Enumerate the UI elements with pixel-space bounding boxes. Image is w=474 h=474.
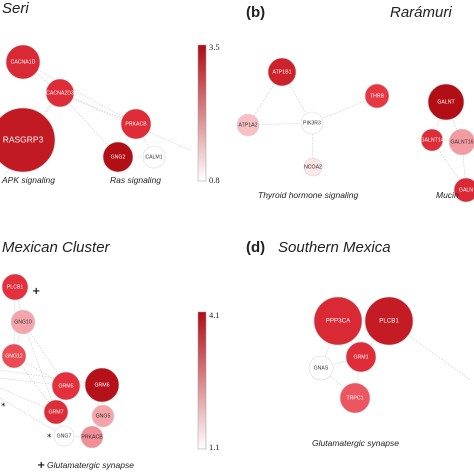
panel-b-node-label-atp1a2: ATP1A2: [239, 122, 258, 128]
panel-a-node-label-rasgrp3: RASGRP3: [3, 134, 44, 144]
panel-b-node-pik3r3: [300, 111, 324, 135]
panel-c-edge: [22, 321, 57, 413]
panel-b-node-label-galnt14: GALNT14: [420, 137, 443, 143]
panel-d-node-gnas: [308, 355, 334, 381]
panel-a-node-cacna2d3: [45, 78, 75, 108]
panel-b-node-label-galnt2: GALN: [459, 187, 473, 193]
panel-b-node-label-galnt16: GALNT16: [450, 139, 473, 145]
panel-c-node-label-gng5: GNG5: [96, 413, 111, 419]
panel-c-node-label-gng12: GNG12: [5, 353, 23, 359]
panel-c-marker-star: *: [47, 433, 52, 443]
panel-d-node-label-grm1: GRM1: [354, 354, 369, 360]
panel-b-edge: [247, 71, 283, 126]
panel-b-node-label-thrb: THRB: [370, 93, 385, 99]
panel-a-color-scale: [197, 44, 207, 182]
panel-a-node-label-cacna2d3: CACNA2D3: [46, 90, 74, 96]
panel-a-title: Seri: [2, 0, 29, 17]
panel-a-edge: [59, 92, 119, 158]
panel-b-node-atp1b1: [267, 57, 297, 87]
panel-a-node-cacna1d: [5, 44, 41, 80]
panel-b: (b) Rarámuri ATP1B1 ATP1A2 THRB PIK3R3 NCOA2…: [236, 4, 474, 203]
panel-c-scale-min: 1.1: [209, 442, 220, 452]
panel-a-edge-extra: [4, 92, 61, 176]
panel-a-scale-max: 3.5: [209, 42, 220, 52]
panel-c-pathway-marker: +: [37, 460, 45, 471]
panel-d-node-label-ppp3ca: PPP3CA: [326, 318, 351, 325]
panel-c-node-gng10: [10, 309, 36, 335]
panel-c-edge-extra: [0, 397, 65, 437]
panel-c-color-scale: [197, 311, 207, 450]
panel-b-node-galnt2: [453, 177, 474, 203]
panel-a-pathway-ras: Ras signaling: [110, 175, 161, 185]
panel-c-node-label-prkacb: PRKACB: [81, 434, 103, 440]
panel-c-pathway-glutamatergic: Glutamatergic synapse: [47, 460, 134, 470]
panel-c-node-gng7: [53, 425, 75, 447]
panel-c-node-label-grm7: GRM7: [49, 409, 64, 415]
panel-b-node-label-ncoa2: NCOA2: [304, 164, 322, 170]
panel-b-node-galnt14: [420, 128, 444, 152]
panel-a-edge: [22, 61, 137, 125]
panel-c: Mexican Cluster PLCB1 GNG10 GNG12 GRM5 GRM6 G…: [0, 239, 220, 471]
panel-d-node-plcb1: [364, 296, 414, 346]
panel-c-node-label-grm6: GRM6: [95, 382, 110, 388]
panel-c-title: Mexican Cluster: [2, 239, 111, 256]
panel-c-node-label-gng7: GNG7: [57, 433, 72, 439]
panel-c-node-grm5: [51, 371, 81, 401]
panel-c-marker-star-left: *: [1, 402, 6, 412]
panel-b-node-ncoa2: [303, 157, 323, 177]
panel-a-node-prkacb: [120, 108, 152, 140]
panel-b-edge: [431, 139, 463, 143]
panel-c-node-plcb1: [1, 273, 29, 301]
panel-b-pathway-mucin: Mucin: [436, 190, 459, 200]
panel-c-marker-plus: +: [32, 286, 40, 297]
panel-c-node-label-plcb1: PLCB1: [7, 284, 24, 290]
panel-d: (d) Southern Mexica PPP3CA PLCB1 GNAS GRM1 T…: [246, 239, 471, 448]
panel-a-scale-min: 0.8: [209, 175, 220, 185]
panel-d-node-label-trpc1: TRPC1: [346, 395, 363, 401]
panel-c-node-prkacb: [80, 425, 104, 449]
panel-c-node-label-grm5: GRM5: [59, 383, 74, 389]
panel-b-node-atp1a2: [236, 113, 260, 137]
panel-b-node-thrb: [364, 83, 390, 109]
panel-c-node-label-gng10: GNG10: [14, 319, 32, 325]
panel-c-scale-max: 4.1: [209, 310, 220, 320]
panel-a-node-gng2: [102, 141, 134, 173]
panel-d-node-trpc1: [339, 382, 371, 414]
panel-d-node-grm1: [345, 341, 377, 373]
panel-d-node-ppp3ca: [313, 296, 363, 346]
panel-a-node-calm1: [142, 145, 166, 169]
panel-b-node-galnt1: [427, 83, 465, 121]
panel-b-node-label-galnt1: GALNT: [437, 99, 455, 105]
panel-a-node-rasgrp3: [0, 107, 56, 173]
panel-a-node-label-gng2: GNG2: [111, 154, 126, 160]
panel-d-letter: (d): [246, 239, 265, 256]
panel-b-letter: (b): [246, 4, 265, 21]
panel-d-node-label-gnas: GNAS: [314, 365, 329, 371]
panel-b-node-label-atp1b1: ATP1B1: [273, 69, 292, 75]
panel-d-node-label-plcb1: PLCB1: [379, 318, 399, 325]
panel-b-pathway-thyroid: Thyroid hormone signaling: [258, 190, 358, 200]
panel-a-node-label-calm1: CALM1: [145, 154, 162, 160]
panel-b-node-label-pik3r3: PIK3R3: [303, 120, 321, 126]
panel-c-node-gng12: [1, 343, 27, 369]
panel-d-title: Southern Mexica: [278, 239, 391, 256]
panel-a-node-label-cacna1d: CACNA1D: [11, 59, 36, 65]
panel-b-node-galnt16: [448, 128, 474, 156]
panel-d-pathway-glutamatergic: Glutamatergic synapse: [312, 438, 399, 448]
panel-b-title: Rarámuri: [390, 4, 452, 21]
panel-c-node-grm6: [84, 367, 120, 403]
panel-a-node-label-prkacb: PRKACB: [125, 121, 147, 127]
panel-a: Seri CACNA1D CACNA2D3 RASGRP3 PRKACB GNG2 CAL…: [0, 0, 220, 185]
panel-c-node-gng5: [91, 404, 115, 428]
panel-a-pathway-mapk: APK signaling: [1, 175, 55, 185]
panel-c-node-grm7: [43, 399, 69, 425]
